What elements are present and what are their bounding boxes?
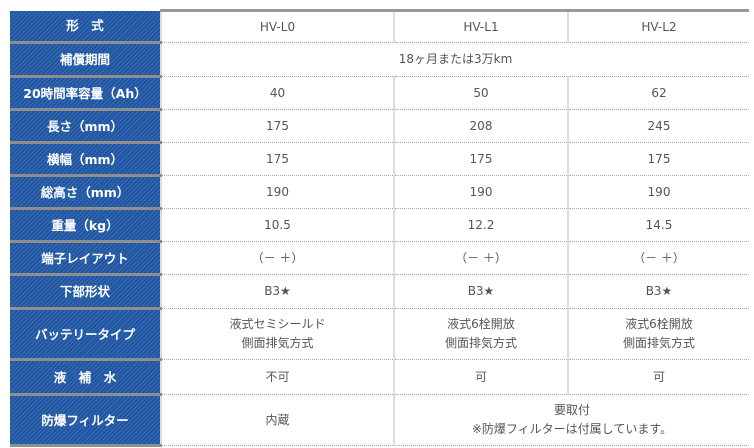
table-row-filter: 防爆フィルター 内蔵 要取付 ※防爆フィルターは付属しています。 [10, 394, 749, 447]
cell-line: 側面排気方式 [622, 336, 695, 350]
cell-line: 要取付 [553, 403, 590, 417]
cell: 液式6栓開放 側面排気方式 [567, 308, 749, 360]
cell: B3★ [160, 274, 394, 309]
cell-line: 液式セミシールド [229, 317, 326, 331]
cell: 190 [567, 175, 749, 209]
row-header: 防爆フィルター [10, 394, 161, 447]
table-row: 長さ（mm） 175 208 245 [10, 109, 749, 144]
cell-filter-note: 要取付 ※防爆フィルターは付属しています。 [393, 394, 749, 446]
table-row-model: 形 式 HV-L0 HV-L1 HV-L2 [10, 9, 749, 44]
cell-model: HV-L1 [393, 9, 568, 43]
cell: 可 [393, 359, 568, 395]
table-row-battery-type: バッテリータイプ 液式セミシールド 側面排気方式 液式6栓開放 側面排気方式 液式6… [10, 308, 749, 361]
row-header: バッテリータイプ [10, 308, 161, 361]
cell: 40 [160, 76, 394, 110]
row-header: 重量（kg） [10, 208, 161, 243]
cell-warranty: 18ヶ月または3万km [160, 42, 749, 77]
cell-line: 液式6栓開放 [625, 317, 693, 331]
row-header: 20時間率容量（Ah） [10, 76, 161, 111]
cell: 175 [160, 142, 394, 176]
cell: 12.2 [393, 208, 568, 242]
cell-line: ※防爆フィルターは付属しています。 [471, 422, 673, 436]
cell: 245 [567, 109, 749, 143]
cell: 50 [393, 76, 568, 110]
row-header: 横幅（mm） [10, 142, 161, 177]
cell: 62 [567, 76, 749, 110]
row-header: 液 補 水 [10, 359, 161, 396]
table-row: 総高さ（mm） 190 190 190 [10, 175, 749, 210]
row-header: 長さ（mm） [10, 109, 161, 144]
cell: （－ ＋） [393, 241, 568, 275]
cell-line: 液式6栓開放 [447, 317, 515, 331]
cell: 208 [393, 109, 568, 143]
cell-line: 側面排気方式 [444, 336, 517, 350]
table-row: 横幅（mm） 175 175 175 [10, 142, 749, 177]
cell-model: HV-L2 [567, 9, 749, 43]
cell: 内蔵 [160, 394, 394, 446]
row-header: 下部形状 [10, 274, 161, 310]
cell: 175 [393, 142, 568, 176]
table-row: 重量（kg） 10.5 12.2 14.5 [10, 208, 749, 243]
cell: 不可 [160, 359, 394, 395]
row-header: 総高さ（mm） [10, 175, 161, 210]
cell: 10.5 [160, 208, 394, 242]
cell: B3★ [567, 274, 749, 309]
cell: 可 [567, 359, 749, 395]
cell: 14.5 [567, 208, 749, 242]
cell: （－ ＋） [567, 241, 749, 275]
row-header: 形 式 [10, 10, 161, 44]
cell-model: HV-L0 [160, 9, 394, 43]
cell: 液式6栓開放 側面排気方式 [393, 308, 568, 360]
table-row: 20時間率容量（Ah） 40 50 62 [10, 76, 749, 111]
row-header: 端子レイアウト [10, 241, 161, 276]
table-row: 下部形状 B3★ B3★ B3★ [10, 274, 749, 310]
table-row: 端子レイアウト （－ ＋） （－ ＋） （－ ＋） [10, 241, 749, 276]
cell-line: 側面排気方式 [241, 336, 314, 350]
cell: （－ ＋） [160, 241, 394, 275]
row-header: 補償期間 [10, 42, 161, 78]
spec-table: 形 式 HV-L0 HV-L1 HV-L2 補償期間 18ヶ月または3万km 2… [10, 9, 749, 447]
cell: 190 [393, 175, 568, 209]
table-row: 液 補 水不可可可 [10, 359, 749, 396]
cell: 175 [160, 109, 394, 143]
cell: B3★ [393, 274, 568, 309]
cell: 175 [567, 142, 749, 176]
cell: 190 [160, 175, 394, 209]
cell: 液式セミシールド 側面排気方式 [160, 308, 394, 360]
table-row-warranty: 補償期間 18ヶ月または3万km [10, 42, 749, 78]
